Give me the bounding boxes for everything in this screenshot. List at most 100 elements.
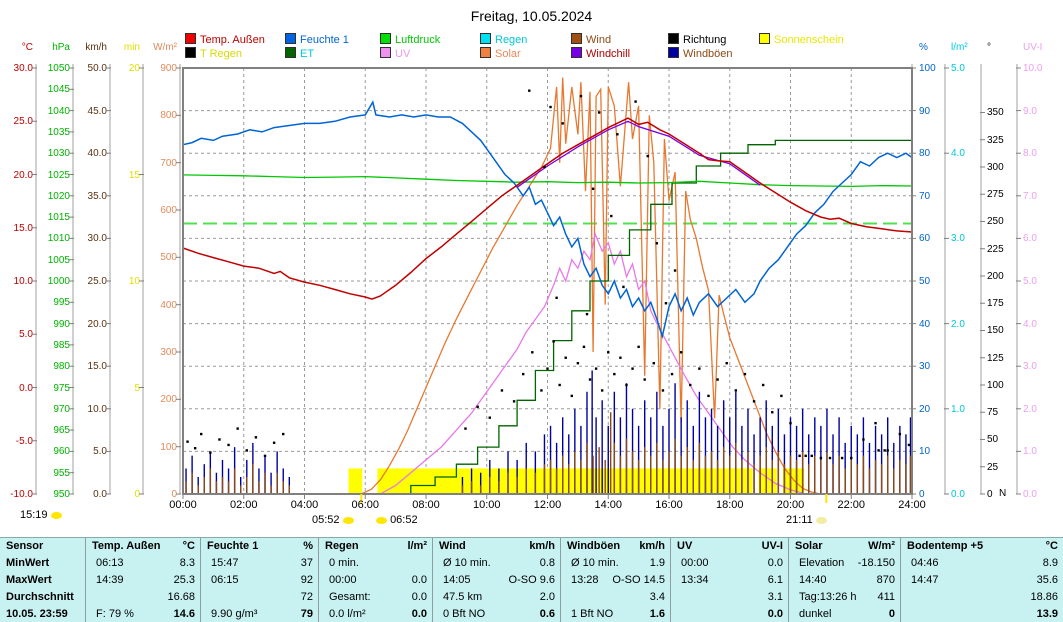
cell-label: 04:46: [911, 557, 939, 569]
axis-tick-label: 15.0: [13, 222, 33, 234]
cell-label: 13:34: [681, 574, 709, 586]
axis-tick-label: 175: [987, 298, 1004, 310]
axis-tick-label: 965: [53, 425, 70, 437]
axis-tick-label: 960: [53, 446, 70, 458]
row-header: 10.05. 23:59: [6, 608, 68, 620]
sunset-time: 21:11: [786, 514, 827, 526]
axis-tick-label: 20: [128, 63, 140, 74]
axis-tick-label: 985: [53, 339, 70, 351]
axis-tick-label: 6.0: [1023, 233, 1037, 245]
sunrise2-time-text: 06:52: [390, 514, 418, 526]
axis-tick-label: 20.0: [13, 169, 33, 181]
sunshine-total-text: 15:19: [20, 509, 48, 521]
axis-tick-label: 1020: [47, 190, 70, 202]
axis-tick-label: 25.0: [87, 276, 107, 287]
legend-item-wind: Wind: [571, 33, 611, 46]
cell-value: 1.6: [649, 608, 665, 620]
cell-label: 47.5 km: [443, 591, 483, 603]
cell-label: 14:47: [911, 574, 939, 586]
axis-tick-label: 900: [160, 63, 177, 74]
axis-tick-label: 1000: [47, 276, 70, 287]
cell-value: 8.9: [1042, 557, 1058, 569]
table-column-windb-en: Windböen km/h Ø 10 min. 1.9 13:28 O-SO 14.5 3.…: [560, 538, 671, 622]
series-feuchte-1: [182, 100, 913, 340]
cell-label: 9.90 g/m³: [211, 608, 258, 620]
legend-item-windb-en: Windböen: [668, 47, 733, 60]
legend-item-solar: Solar: [480, 47, 521, 60]
axis-tick-label: 1010: [47, 233, 70, 245]
cell-label: 13:28: [571, 574, 599, 586]
axis-tick-label: 1050: [47, 63, 70, 74]
sunshine-total: 15:19: [20, 509, 62, 521]
table-column-bodentemp-5: Bodentemp +5 °C 04:46 8.9 14:47 35.6 18.86 13.9: [900, 538, 1063, 622]
axis-tick-label: 970: [53, 403, 70, 415]
legend-item-regen: Regen: [480, 33, 528, 46]
axis-tick-label: 1025: [47, 169, 70, 181]
axis-tick-label: 5: [134, 382, 140, 394]
table-column-solar: Solar W/m² Elevation -18.150 14:40 870 Tag:13:…: [788, 538, 901, 622]
page-title: Freitag, 10.05.2024: [470, 8, 593, 24]
legend-item-temp-au-en: Temp. Außen: [185, 33, 265, 46]
axis-tick-label: 325: [987, 134, 1004, 146]
column-name: UV: [677, 540, 693, 552]
cell-label: Elevation: [799, 557, 845, 569]
cell-value: 870: [876, 574, 895, 586]
legend-item-sonnenschein: Sonnenschein: [759, 33, 844, 46]
cell-label: 00:00: [681, 557, 709, 569]
axis-tick-label: 0: [134, 489, 140, 500]
time-label: 06:00: [351, 499, 380, 511]
axis-tick-label: 20.0: [87, 318, 107, 330]
cell-label: 06:13: [96, 557, 124, 569]
axis-unit: W/m²: [153, 42, 177, 53]
table-column-uv: UV UV-I 00:00 0.0 13:34 6.1 3.1 0.0: [670, 538, 789, 622]
axis-tick-label: 225: [987, 243, 1004, 255]
axis-tick-label: 5.0: [93, 446, 107, 458]
axis-tick-label: 0.0: [951, 489, 965, 500]
sunrise-time: 05:52: [312, 514, 354, 526]
cell-value: 37: [300, 557, 313, 569]
axis-tick-label: 0: [919, 489, 925, 500]
axis-unit: UV-I: [1023, 42, 1043, 53]
cell-label: 14:05: [443, 574, 471, 586]
axis-tick-label: 25.0: [13, 116, 33, 128]
row-header: Durchschnitt: [6, 591, 74, 603]
axis-tick-label: 70: [919, 190, 931, 202]
cell-value: 1.9: [649, 557, 665, 569]
axis-tick-label: 2.0: [951, 318, 965, 330]
cell-label: dunkel: [799, 608, 832, 620]
column-unit: km/h: [529, 540, 555, 552]
legend-swatch: [759, 33, 770, 44]
legend-label: T Regen: [200, 48, 242, 60]
axis-unit: l/m²: [951, 42, 968, 53]
legend-swatch: [380, 47, 391, 58]
axis-tick-label: -10.0: [10, 489, 33, 500]
axis-unit: min: [123, 42, 140, 53]
cell-label: Ø 10 min.: [571, 557, 619, 569]
legend-label: Solar: [495, 48, 521, 60]
axis-tick-label: 50.0: [87, 63, 107, 74]
axis-tick-label: 1005: [47, 254, 70, 266]
cell-value: 0.0: [411, 608, 427, 620]
legend-item-uv: UV: [380, 47, 410, 60]
cell-label: 14:40: [799, 574, 827, 586]
axis-tick-label: 90: [919, 105, 931, 117]
axis-tick-label: 20: [919, 403, 931, 415]
axis-tick-label: 25: [987, 461, 999, 473]
column-unit: %: [303, 540, 313, 552]
axis-unit: °C: [21, 42, 33, 53]
legend-item-richtung: Richtung: [668, 33, 726, 46]
legend-label: Regen: [495, 34, 528, 46]
column-unit: °C: [182, 540, 195, 552]
table-column-wind: Wind km/h Ø 10 min. 0.8 14:05 O-SO 9.6 47.5 km…: [432, 538, 561, 622]
table-column-regen: Regen l/m² 0 min. 00:00 0.0 Gesamt: 0.0 0.0 l/m…: [318, 538, 433, 622]
axis-tick-label: 3.0: [951, 233, 965, 245]
cell-value: 13.9: [1036, 608, 1058, 620]
cell-value: 18.86: [1030, 591, 1058, 603]
column-name: Bodentemp +5: [907, 540, 984, 552]
cell-value: 0.6: [539, 608, 555, 620]
legend-item-luftdruck: Luftdruck: [380, 33, 440, 46]
legend-swatch: [668, 33, 679, 44]
series-sonnenschein: [348, 468, 805, 494]
axis-tick-label: 1035: [47, 126, 70, 138]
legend-item-feuchte-1: Feuchte 1: [285, 33, 349, 46]
